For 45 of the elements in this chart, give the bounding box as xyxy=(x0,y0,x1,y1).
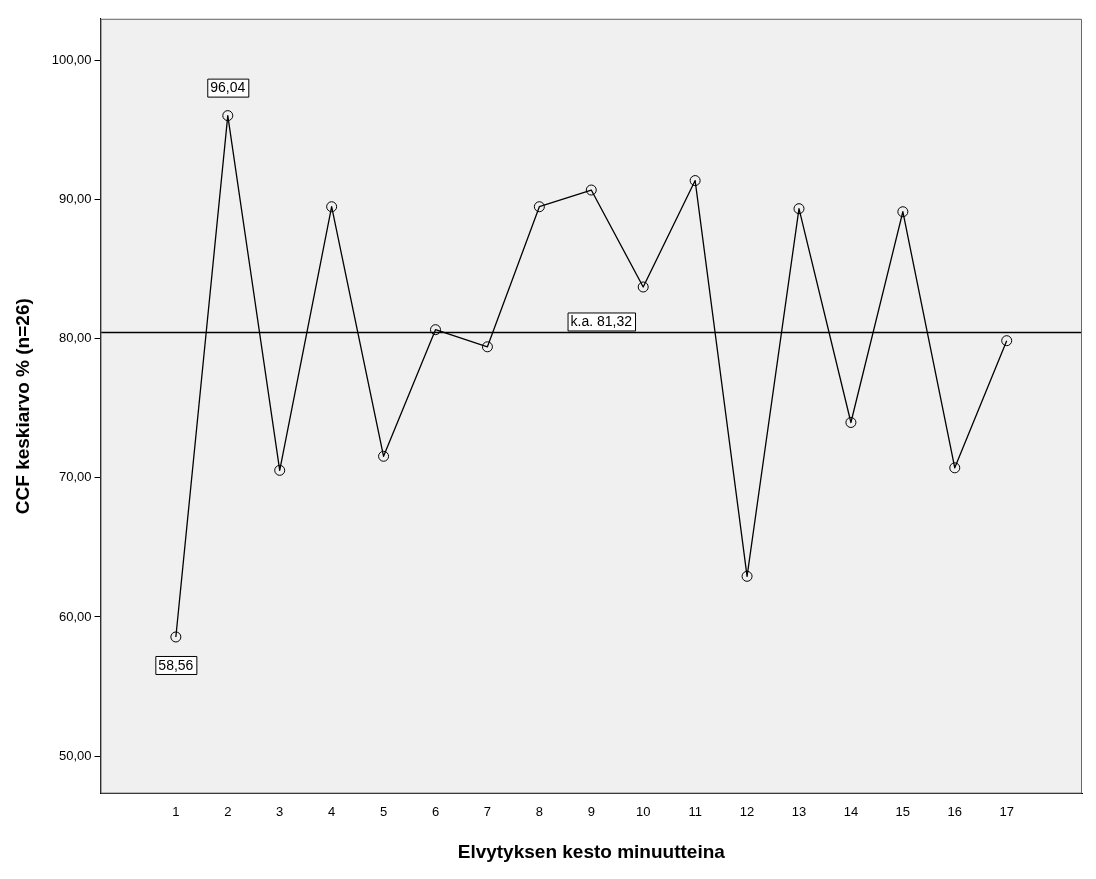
point xyxy=(430,324,441,336)
y-tick-label: 100,00 xyxy=(51,52,92,68)
point xyxy=(274,464,286,476)
point xyxy=(222,110,234,122)
x-tick-label: 15 xyxy=(895,803,911,819)
data-label: 58,56 xyxy=(158,656,194,673)
point xyxy=(326,201,338,213)
ref-line-label: k.a. 81,32 xyxy=(570,313,633,330)
x-tick-label: 16 xyxy=(947,803,963,819)
x-tick-label: 7 xyxy=(483,803,492,819)
x-tick-label: 9 xyxy=(587,803,595,819)
x-tick-label: 8 xyxy=(535,803,543,819)
x-tick-label: 3 xyxy=(276,803,284,819)
y-tick-label: 50,00 xyxy=(59,747,92,763)
x-tick-label: 14 xyxy=(843,803,859,819)
point xyxy=(481,341,493,353)
point xyxy=(378,450,390,462)
point xyxy=(741,570,753,582)
point xyxy=(637,281,649,293)
point xyxy=(689,175,701,187)
x-tick-label: 6 xyxy=(431,803,440,819)
x-axis-title: Elvytyksen kesto minuutteina xyxy=(457,840,726,862)
x-tick-label: 5 xyxy=(379,803,388,819)
x-tick-label: 4 xyxy=(328,803,336,819)
y-tick-label: 70,00 xyxy=(59,469,92,485)
data-label: 96,04 xyxy=(210,79,246,96)
x-tick-label: 11 xyxy=(688,803,702,819)
point xyxy=(897,206,909,218)
point xyxy=(585,184,597,196)
y-tick-label: 60,00 xyxy=(59,608,92,624)
y-tick-label: 80,00 xyxy=(59,330,92,346)
x-tick-label: 13 xyxy=(791,803,807,819)
point xyxy=(949,462,961,474)
x-tick-label: 17 xyxy=(999,803,1014,819)
point xyxy=(170,631,182,643)
x-tick-label: 10 xyxy=(635,803,651,819)
point xyxy=(1001,335,1013,347)
point xyxy=(845,416,857,428)
x-tick-label: 12 xyxy=(739,803,755,819)
x-tick-label: 2 xyxy=(224,803,232,819)
y-tick-label: 90,00 xyxy=(59,191,92,207)
point xyxy=(793,203,805,215)
y-axis-title: CCF keskiarvo % (n=26) xyxy=(11,298,33,515)
x-tick-label: 1 xyxy=(172,803,180,819)
point xyxy=(533,201,545,213)
